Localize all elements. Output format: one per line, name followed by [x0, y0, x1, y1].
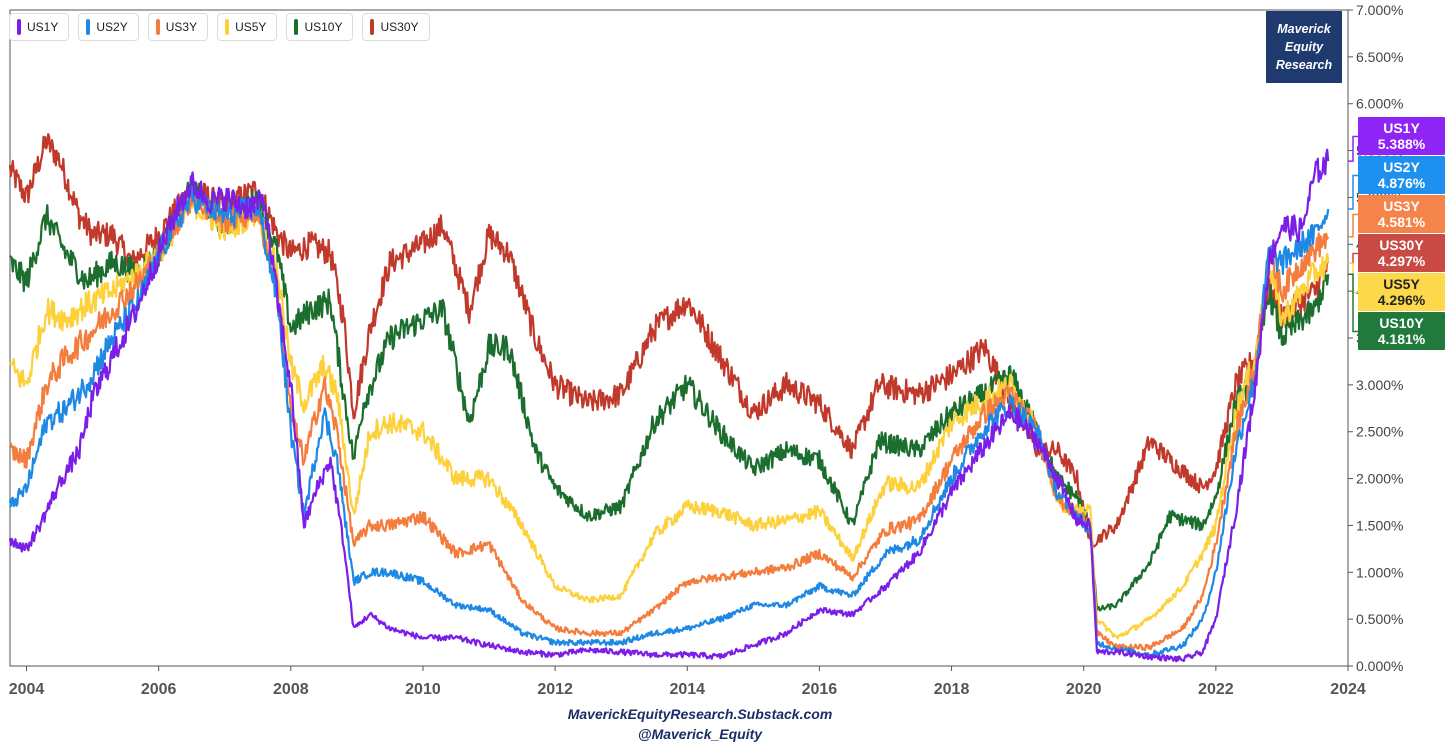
legend-label: US1Y	[27, 20, 59, 34]
legend-label: US5Y	[235, 20, 267, 34]
x-tick-label: 2008	[273, 681, 309, 698]
legend-swatch	[17, 19, 21, 35]
y-tick-label: 0.500%	[1356, 611, 1403, 627]
y-tick-label: 1.500%	[1356, 517, 1403, 533]
end-label-name: US10Y	[1379, 315, 1424, 331]
x-tick-label: 2006	[141, 681, 177, 698]
legend: US1Y US2Y US3Y US5Y US10Y US30Y	[9, 13, 430, 41]
end-label-connector	[1348, 174, 1358, 210]
end-label-connector	[1348, 252, 1358, 265]
end-label-connector	[1348, 135, 1358, 162]
end-label-name: US2Y	[1383, 159, 1420, 175]
legend-item-us3y[interactable]: US3Y	[147, 13, 209, 41]
series-layer	[8, 133, 1330, 663]
x-tick-label: 2022	[1198, 681, 1234, 698]
series-line-us10y	[9, 175, 1330, 612]
end-label-value: 4.297%	[1377, 253, 1426, 269]
end-label-us1y: US1Y 5.388%	[1358, 117, 1445, 155]
legend-item-us10y[interactable]: US10Y	[286, 13, 354, 41]
footer-handle: @Maverick_Equity	[637, 726, 763, 742]
end-label-us3y: US3Y 4.581%	[1358, 195, 1445, 233]
end-label-us10y: US10Y 4.181%	[1358, 312, 1445, 350]
y-tick-label: 6.500%	[1356, 49, 1403, 65]
y-tick-label: 7.000%	[1356, 2, 1403, 18]
x-tick-label: 2014	[669, 681, 705, 698]
y-tick-label: 0.000%	[1356, 658, 1403, 674]
end-label-name: US3Y	[1383, 198, 1420, 214]
brand-line-2: Equity	[1284, 40, 1324, 54]
end-label-connector	[1348, 213, 1358, 238]
legend-item-us1y[interactable]: US1Y	[9, 13, 70, 41]
x-tick-label: 2020	[1066, 681, 1102, 698]
x-tick-label: 2018	[934, 681, 970, 698]
legend-item-us30y[interactable]: US30Y	[362, 13, 430, 41]
x-tick-label: 2012	[537, 681, 573, 698]
y-tick-label: 1.000%	[1356, 564, 1403, 580]
series-line-us2y	[8, 185, 1330, 658]
legend-item-us5y[interactable]: US5Y	[217, 13, 278, 41]
end-label-name: US30Y	[1379, 237, 1424, 253]
x-tick-label: 2010	[405, 681, 441, 698]
end-label-value: 5.388%	[1377, 136, 1426, 152]
end-label-name: US5Y	[1383, 276, 1420, 292]
series-line-us30y	[8, 133, 1330, 548]
end-label-value: 4.876%	[1377, 175, 1426, 191]
end-label-connector	[1348, 273, 1358, 333]
brand-line-1: Maverick	[1277, 22, 1331, 36]
end-label-name: US1Y	[1383, 120, 1420, 136]
footer-website: MaverickEquityResearch.Substack.com	[567, 706, 833, 722]
brand-logo: Maverick Equity Research	[1266, 11, 1342, 83]
end-label-value: 4.296%	[1377, 292, 1426, 308]
end-label-value: 4.181%	[1377, 331, 1426, 347]
x-tick-label: 2004	[9, 681, 45, 698]
legend-swatch	[370, 19, 375, 35]
end-label-us5y: US5Y 4.296%	[1358, 273, 1445, 311]
legend-swatch	[155, 19, 160, 35]
end-label-us30y: US30Y 4.297%	[1358, 234, 1445, 272]
legend-swatch	[294, 19, 299, 35]
end-label-value: 4.581%	[1377, 214, 1426, 230]
x-tick-label: 2016	[802, 681, 838, 698]
legend-swatch	[86, 19, 91, 35]
series-line-us3y	[9, 192, 1330, 652]
brand-line-3: Research	[1275, 58, 1333, 72]
connector-layer	[1348, 135, 1358, 333]
y-tick-label: 3.000%	[1356, 377, 1403, 393]
legend-label: US10Y	[304, 20, 343, 34]
series-line-us5y	[9, 192, 1330, 640]
series-line-us1y	[8, 148, 1330, 663]
legend-swatch	[225, 19, 230, 35]
legend-label: US30Y	[380, 20, 419, 34]
y-tick-label: 6.000%	[1356, 96, 1403, 112]
legend-item-us2y[interactable]: US2Y	[78, 13, 139, 41]
legend-label: US2Y	[96, 20, 128, 34]
end-label-us2y: US2Y 4.876%	[1358, 156, 1445, 194]
x-tick-label: 2024	[1330, 681, 1366, 698]
y-tick-label: 2.500%	[1356, 424, 1403, 440]
x-axis: 2004 2006 2008 2010 2012 2014 2016 2018 2020 2022…	[9, 666, 1366, 698]
y-tick-label: 2.000%	[1356, 471, 1403, 487]
legend-label: US3Y	[165, 20, 198, 34]
